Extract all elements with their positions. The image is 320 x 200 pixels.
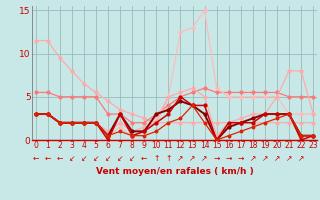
Text: →: → (237, 154, 244, 163)
Text: ←: ← (57, 154, 63, 163)
Text: ↙: ↙ (105, 154, 111, 163)
Text: ↗: ↗ (189, 154, 196, 163)
Text: ↑: ↑ (165, 154, 172, 163)
Text: ←: ← (32, 154, 39, 163)
Text: ↗: ↗ (274, 154, 280, 163)
Text: →: → (213, 154, 220, 163)
Text: ↙: ↙ (81, 154, 87, 163)
Text: ←: ← (44, 154, 51, 163)
Text: ↑: ↑ (153, 154, 159, 163)
Text: ↗: ↗ (177, 154, 184, 163)
Text: ↗: ↗ (286, 154, 292, 163)
Text: ↙: ↙ (93, 154, 99, 163)
Text: ←: ← (141, 154, 148, 163)
Text: ↗: ↗ (201, 154, 208, 163)
Text: ↗: ↗ (298, 154, 304, 163)
Text: ↗: ↗ (262, 154, 268, 163)
Text: ↙: ↙ (117, 154, 123, 163)
X-axis label: Vent moyen/en rafales ( km/h ): Vent moyen/en rafales ( km/h ) (96, 167, 253, 176)
Text: →: → (226, 154, 232, 163)
Text: ↗: ↗ (250, 154, 256, 163)
Text: ↙: ↙ (129, 154, 135, 163)
Text: ↙: ↙ (68, 154, 75, 163)
